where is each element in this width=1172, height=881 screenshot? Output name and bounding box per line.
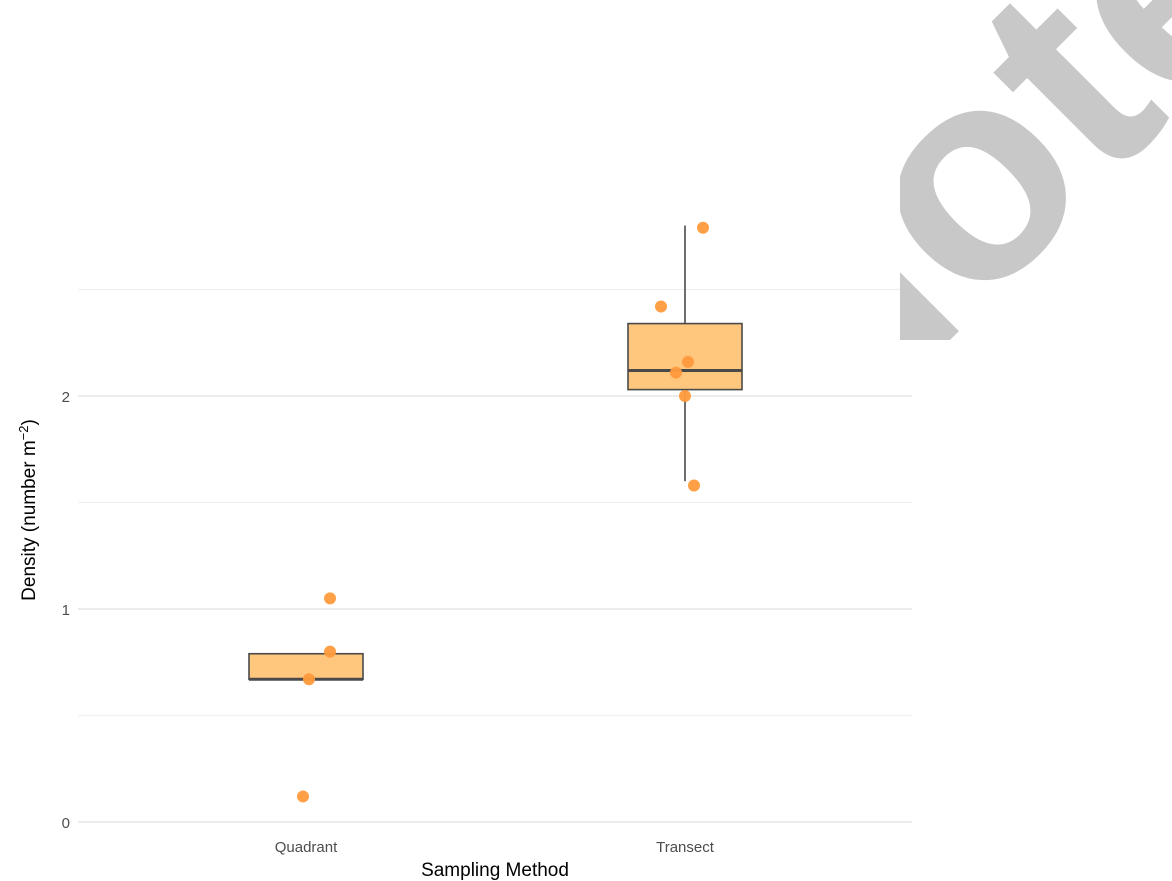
data-point [324, 645, 336, 658]
data-point [324, 592, 336, 605]
data-point [688, 479, 700, 492]
watermark: Note [628, 0, 1172, 515]
data-point [682, 355, 694, 368]
x-tick-label: Quadrant [275, 839, 338, 856]
data-points [297, 221, 709, 803]
grid-lines [78, 288, 912, 823]
y-axis-title-main: Density (number m [19, 440, 40, 601]
data-point [670, 366, 682, 379]
axis-labels: 0 1 2 Quadrant Transect [62, 389, 715, 856]
y-tick-label: 0 [62, 815, 70, 832]
data-point [303, 673, 315, 686]
box-rect [627, 322, 743, 391]
x-axis-title: Sampling Method [421, 860, 569, 881]
x-tick-label: Transect [656, 839, 715, 856]
y-axis-title-close: ) [19, 419, 40, 425]
y-axis-title: Density (number m−2) [16, 419, 40, 601]
watermark-text: Note [628, 0, 1172, 515]
boxes [248, 225, 743, 681]
y-tick-label: 1 [62, 602, 70, 619]
data-point [697, 221, 709, 234]
data-point [297, 790, 309, 803]
data-point [655, 300, 667, 313]
y-axis-title-sup: −2 [16, 426, 31, 441]
y-tick-label: 2 [62, 389, 70, 406]
data-point [679, 390, 691, 402]
box-transect [627, 225, 743, 482]
